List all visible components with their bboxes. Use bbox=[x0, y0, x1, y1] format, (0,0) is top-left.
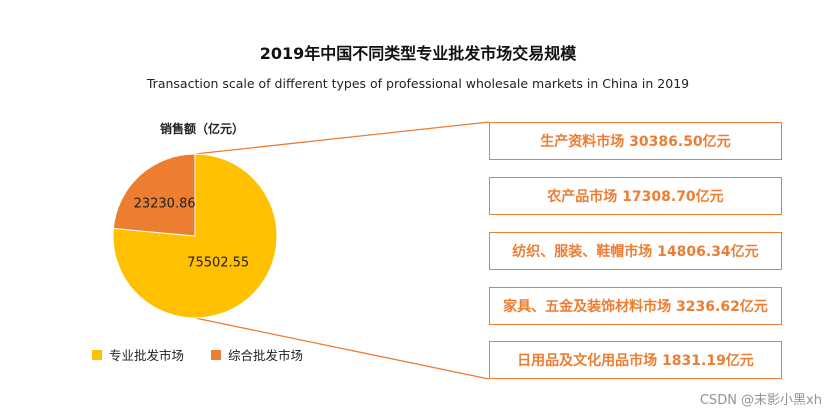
breakdown-box-4: 日用品及文化用品市场 1831.19亿元 bbox=[489, 341, 782, 379]
watermark: CSDN @末影小黑xh bbox=[699, 393, 822, 408]
legend-swatch-1 bbox=[211, 349, 221, 360]
unit-label: 销售额（亿元） bbox=[160, 122, 245, 136]
breakdown-box-0: 生产资料市场 30386.50亿元 bbox=[489, 122, 782, 160]
legend-item-0: 专业批发市场 bbox=[92, 345, 184, 364]
pie-slice-0 bbox=[112, 153, 278, 319]
chart-title: 2019年中国不同类型专业批发市场交易规模 bbox=[259, 44, 577, 63]
breakdown-box-2: 纺织、服装、鞋帽市场 14806.34亿元 bbox=[489, 232, 782, 270]
pie-slice-1 bbox=[112, 153, 196, 237]
pie-data-label-1: 23230.86 bbox=[134, 197, 196, 212]
legend-item-1: 综合批发市场 bbox=[211, 345, 303, 364]
pie-data-label-0: 75502.55 bbox=[187, 255, 249, 270]
connector-line-bottom bbox=[194, 317, 490, 380]
breakdown-box-1: 农产品市场 17308.70亿元 bbox=[489, 177, 782, 215]
connector-line-top bbox=[194, 121, 490, 155]
legend-label-1: 综合批发市场 bbox=[228, 348, 304, 363]
breakdown-box-3: 家具、五金及装饰材料市场 3236.62亿元 bbox=[489, 287, 782, 325]
legend-swatch-0 bbox=[92, 349, 102, 360]
legend-label-0: 专业批发市场 bbox=[109, 348, 185, 363]
chart-subtitle: Transaction scale of different types of … bbox=[146, 76, 690, 91]
